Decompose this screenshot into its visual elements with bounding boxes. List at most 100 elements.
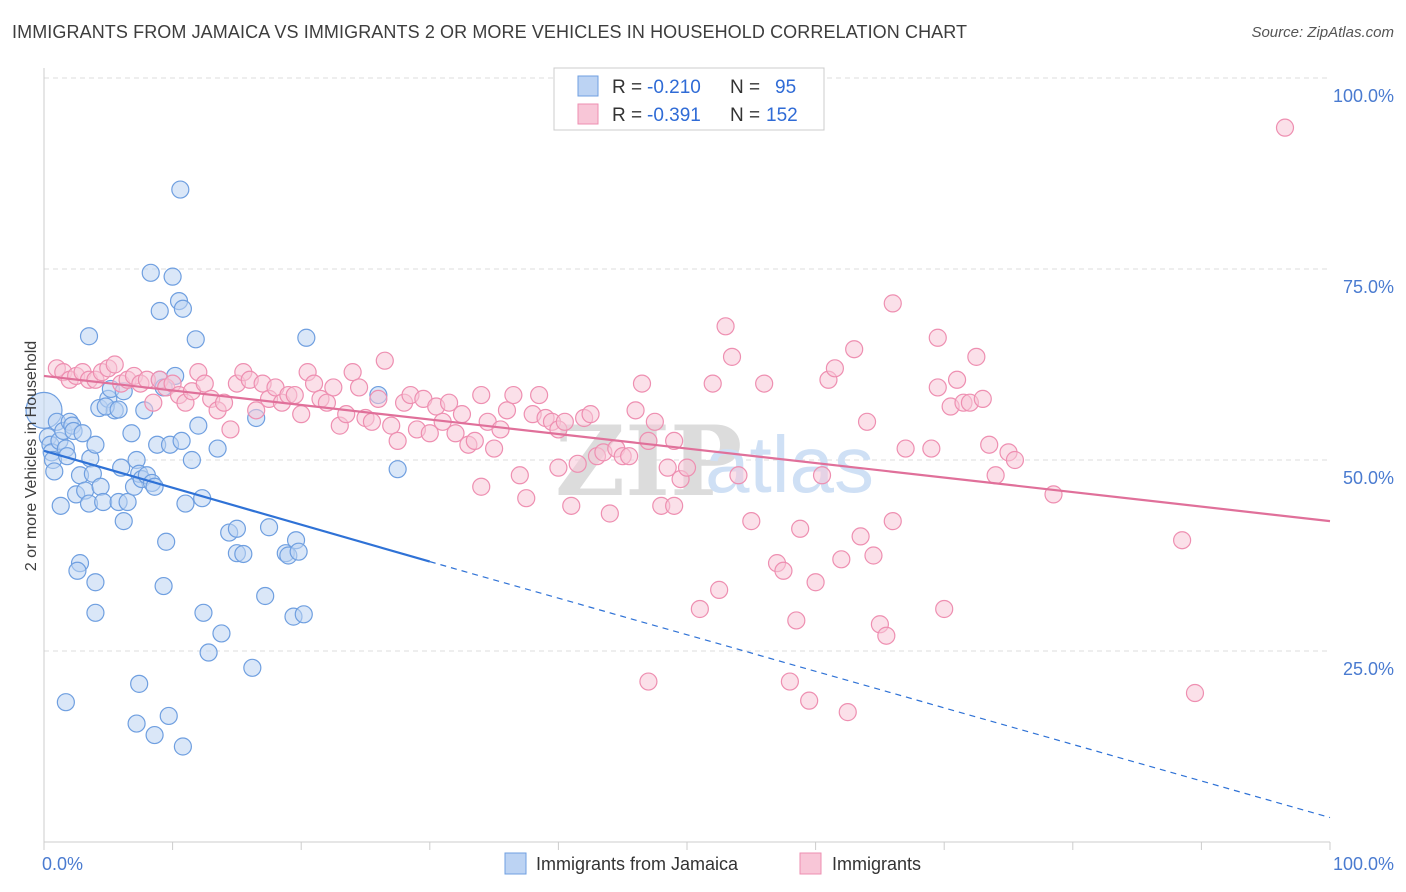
x-tick-labels: 0.0% 100.0% (42, 854, 1394, 874)
jamaica-point-55 (227, 519, 246, 538)
immigrants-point-116 (857, 412, 877, 431)
immigrants-point-106 (774, 561, 793, 580)
immigrants-point-142 (639, 672, 658, 691)
immigrants-point-92 (639, 431, 658, 450)
immigrants-point-95 (658, 458, 677, 477)
jamaica-point-72 (141, 263, 160, 282)
x-tick-label-0: 0.0% (42, 854, 83, 874)
immigrants-point-104 (755, 374, 774, 393)
immigrants-point-100 (716, 317, 735, 336)
jamaica-point-25 (94, 492, 113, 512)
immigrants-point-115 (851, 527, 870, 546)
immigrants-point-37 (285, 385, 304, 405)
bottom-legend-label-jamaica: Immigrants from Jamaica (536, 854, 739, 874)
immigrants-point-66 (472, 385, 491, 405)
immigrants-point-138 (1275, 118, 1295, 137)
bottom-legend-label-immigrants: Immigrants (832, 854, 921, 874)
immigrants-point-147 (812, 466, 832, 485)
immigrants-point-108 (791, 519, 810, 538)
jamaica-point-87 (243, 658, 262, 677)
y-tick-label-25: 25.0% (1343, 659, 1394, 679)
immigrants-point-91 (632, 374, 652, 393)
jamaica-point-5 (45, 462, 64, 481)
immigrants-point-45 (337, 405, 356, 424)
jamaica-point-8 (51, 496, 70, 515)
immigrants-point-119 (877, 626, 896, 645)
immigrants-point-38 (292, 405, 311, 424)
immigrants-point-137 (1185, 683, 1205, 703)
jamaica-point-90 (127, 714, 146, 733)
immigrants-point-144 (780, 672, 799, 691)
immigrants-point-129 (967, 347, 986, 366)
immigrants-point-26 (214, 393, 234, 412)
x-tick-label-100: 100.0% (1333, 854, 1394, 874)
chart-source: Source: ZipAtlas.com (1251, 24, 1394, 41)
jamaica-point-73 (150, 301, 169, 321)
immigrants-point-70 (497, 401, 517, 420)
jamaica-point-51 (189, 416, 208, 435)
immigrants-point-51 (375, 351, 394, 370)
immigrants-point-69 (491, 420, 510, 439)
jamaica-trend-extension (429, 561, 1331, 819)
immigrants-point-71 (504, 385, 523, 405)
immigrants-point-49 (362, 412, 382, 431)
jamaica-point-32 (118, 492, 137, 512)
bottom-legend-swatch-immigrants (799, 852, 822, 875)
immigrants-point-79 (555, 412, 574, 431)
jamaica-point-84 (194, 603, 213, 622)
immigrants-point-114 (845, 340, 864, 359)
jamaica-point-17 (73, 424, 92, 443)
jamaica-point-86 (212, 624, 231, 643)
immigrants-point-47 (349, 378, 369, 397)
series-jamaica-points (25, 180, 407, 756)
jamaica-point-81 (86, 573, 105, 592)
jamaica-point-22 (86, 435, 105, 454)
series-legend: Immigrants from Jamaica Immigrants (504, 852, 921, 875)
immigrants-point-50 (369, 389, 388, 408)
legend-r-value-jamaica: -0.210 (647, 77, 701, 98)
legend-swatch-immigrants (577, 103, 599, 125)
immigrants-point-43 (324, 378, 343, 397)
immigrants-point-9 (105, 355, 124, 374)
jamaica-point-49 (176, 494, 195, 513)
immigrants-point-107 (787, 611, 806, 630)
immigrants-point-23 (195, 374, 214, 393)
jamaica-point-91 (145, 725, 164, 745)
jamaica-point-95 (388, 460, 407, 479)
jamaica-point-33 (122, 424, 141, 443)
y-tick-label-50: 50.0% (1343, 468, 1394, 488)
immigrants-point-131 (980, 435, 999, 454)
immigrants-point-73 (517, 489, 536, 508)
jamaica-point-53 (208, 439, 227, 458)
immigrants-point-149 (472, 477, 491, 496)
jamaica-point-48 (172, 431, 191, 450)
y-tick-labels: 25.0% 50.0% 75.0% 100.0% (1333, 86, 1394, 679)
jamaica-point-85 (199, 643, 218, 662)
immigrants-point-134 (1005, 450, 1025, 470)
jamaica-point-92 (159, 706, 178, 726)
jamaica-point-80 (68, 561, 87, 580)
correlation-legend: R = -0.210 N = 95 R = -0.391 N = 152 (553, 67, 825, 131)
immigrants-point-110 (806, 573, 825, 592)
jamaica-point-65 (289, 542, 308, 561)
legend-swatch-jamaica (577, 75, 599, 97)
immigrants-point-65 (465, 431, 484, 450)
jamaica-point-66 (294, 605, 313, 624)
immigrants-point-148 (549, 458, 568, 477)
jamaica-point-24 (91, 477, 110, 496)
y-tick-label-100: 100.0% (1333, 86, 1394, 106)
chart-title: IMMIGRANTS FROM JAMAICA VS IMMIGRANTS 2 … (12, 22, 968, 42)
legend-n-value-jamaica: 95 (775, 77, 796, 98)
legend-r-label-immigrants: R = (612, 105, 642, 126)
jamaica-point-83 (154, 576, 173, 596)
series-immigrants-points (47, 118, 1295, 722)
jamaica-point-67 (297, 328, 316, 347)
legend-n-label-immigrants: N = (730, 105, 760, 126)
immigrants-point-112 (825, 359, 844, 378)
jamaica-point-93 (173, 737, 192, 756)
jamaica-point-59 (259, 518, 279, 537)
immigrants-point-113 (832, 550, 851, 569)
immigrants-point-117 (864, 546, 883, 565)
immigrants-point-72 (510, 466, 529, 485)
jamaica-point-45 (157, 532, 176, 551)
